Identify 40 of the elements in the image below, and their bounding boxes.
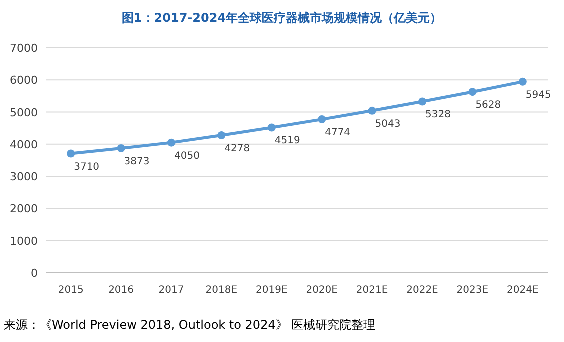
point: [518, 78, 527, 86]
x-tick-label: 2015: [58, 285, 84, 296]
point: [318, 116, 326, 124]
y-tick-label: 4000: [10, 138, 38, 152]
point: [168, 138, 176, 147]
data-label: 3873: [124, 156, 150, 168]
data-label: 4278: [224, 143, 250, 154]
data-label: 4774: [325, 128, 351, 139]
x-tick-label: 2016: [108, 285, 134, 296]
data-label: 5328: [426, 110, 451, 121]
point: [67, 150, 76, 158]
x-tick-label: 2023E: [456, 285, 489, 296]
data-label: 4050: [174, 150, 200, 162]
point: [468, 88, 477, 96]
data-label: 5043: [375, 118, 401, 130]
data-label: 4519: [274, 136, 300, 147]
point: [268, 124, 276, 132]
y-tick-label: 6000: [10, 74, 38, 88]
y-tick-label: 3000: [10, 170, 38, 184]
data-label: 5628: [476, 100, 502, 112]
point: [418, 98, 426, 106]
y-tick-label: 7000: [10, 42, 38, 55]
x-tick-label: 2018E: [206, 285, 238, 296]
y-tick-label: 2000: [10, 202, 38, 216]
x-tick-label: 2021E: [356, 285, 388, 296]
chart-title: 图1：2017-2024年全球医疗器械市场规模情况（亿美元）: [122, 11, 442, 25]
point: [368, 106, 376, 115]
x-tick-label: 2024E: [507, 285, 539, 296]
x-tick-label: 2020E: [306, 285, 338, 296]
x-tick-label: 2017: [158, 285, 184, 296]
point: [218, 131, 226, 140]
data-label: 5945: [526, 90, 552, 101]
x-tick-label: 2019E: [256, 285, 288, 296]
data-label: 3710: [74, 162, 100, 173]
point: [117, 144, 126, 153]
y-tick-label: 1000: [10, 234, 38, 248]
source-note: 来源：《World Preview 2018, Outlook to 2024》 医械研究院整理: [4, 318, 376, 332]
x-tick-label: 2022E: [406, 285, 438, 296]
y-tick-label: 0: [31, 267, 38, 280]
y-tick-label: 5000: [10, 106, 38, 120]
